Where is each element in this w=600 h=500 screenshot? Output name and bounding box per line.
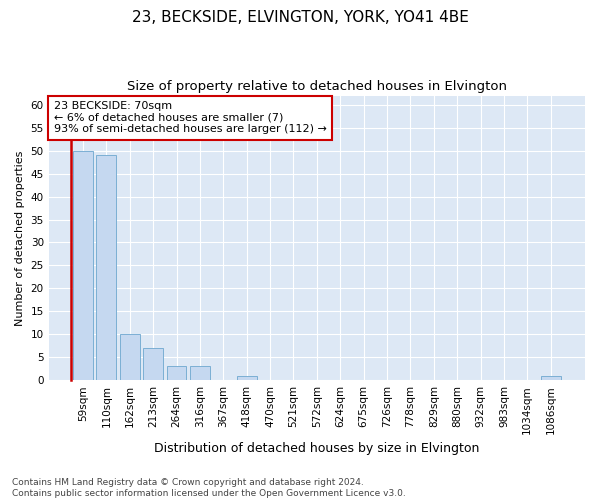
Bar	[120, 334, 140, 380]
Bar	[167, 366, 187, 380]
X-axis label: Distribution of detached houses by size in Elvington: Distribution of detached houses by size …	[154, 442, 479, 455]
Bar	[73, 150, 93, 380]
Bar	[190, 366, 210, 380]
Bar	[237, 376, 257, 380]
Text: 23, BECKSIDE, ELVINGTON, YORK, YO41 4BE: 23, BECKSIDE, ELVINGTON, YORK, YO41 4BE	[131, 10, 469, 25]
Bar	[97, 155, 116, 380]
Y-axis label: Number of detached properties: Number of detached properties	[15, 150, 25, 326]
Text: Contains HM Land Registry data © Crown copyright and database right 2024.
Contai: Contains HM Land Registry data © Crown c…	[12, 478, 406, 498]
Text: 23 BECKSIDE: 70sqm
← 6% of detached houses are smaller (7)
93% of semi-detached : 23 BECKSIDE: 70sqm ← 6% of detached hous…	[54, 101, 327, 134]
Title: Size of property relative to detached houses in Elvington: Size of property relative to detached ho…	[127, 80, 507, 93]
Bar	[541, 376, 560, 380]
Bar	[143, 348, 163, 380]
